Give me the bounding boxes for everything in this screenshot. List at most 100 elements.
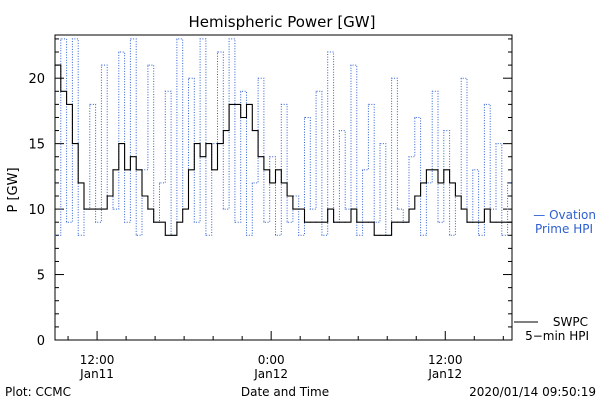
ovation-prime-point [118, 51, 120, 53]
swpc-point [379, 234, 381, 236]
y-tick-label: 10 [28, 203, 45, 218]
ovation-prime-point [100, 64, 103, 66]
swpc-point [83, 208, 85, 210]
swpc-point [54, 64, 56, 66]
ovation-prime-point [379, 143, 381, 145]
ovation-prime-point [286, 221, 288, 223]
y-axis-label: P [GW] [6, 167, 21, 212]
swpc-point [170, 234, 172, 236]
ovation-prime-point [205, 234, 207, 236]
x-axis-ticks: 12:00Jan110:00Jan1212:00Jan120:00Jan1312… [67, 331, 504, 381]
ovation-prime-point [350, 64, 352, 66]
ovation-prime-point [251, 182, 253, 184]
swpc-point [60, 90, 62, 92]
swpc-point [176, 221, 178, 223]
ovation-prime-point [298, 234, 300, 236]
y-tick-label: 5 [37, 269, 45, 284]
ovation-prime-point [321, 234, 323, 236]
swpc-point [478, 221, 480, 223]
ovation-prime-point [483, 103, 486, 105]
swpc-point [193, 143, 195, 145]
ovation-prime-point [361, 169, 364, 171]
ovation-prime-point [112, 208, 114, 210]
swpc-point [408, 208, 410, 210]
swpc-point [263, 169, 265, 171]
swpc-point [66, 103, 68, 105]
ovation-prime-point [77, 234, 79, 236]
swpc-point [77, 182, 79, 184]
swpc-point [361, 221, 364, 223]
ovation-prime-point [124, 221, 126, 223]
swpc-point [402, 221, 404, 223]
swpc-point [414, 195, 416, 197]
swpc-point [460, 208, 462, 210]
ovation-prime-point [390, 77, 393, 79]
swpc-point [205, 143, 207, 145]
ovation-prime-point [274, 234, 277, 236]
swpc-point [234, 103, 236, 105]
swpc-point [216, 143, 219, 145]
swpc-point [483, 208, 486, 210]
x-tick-date-label: Jan12 [253, 367, 288, 381]
swpc-point [356, 221, 358, 223]
swpc-point [495, 221, 497, 223]
plot-frame [54, 34, 513, 341]
ovation-prime-point [176, 38, 178, 40]
legend-ovation-line1: — Ovation [533, 208, 596, 222]
ovation-prime-point [420, 234, 422, 236]
legend-ovation-line2: Prime HPI [535, 222, 593, 236]
swpc-point [443, 169, 445, 171]
swpc-point [507, 221, 509, 223]
swpc-point [135, 169, 137, 171]
x-tick-date-label: Jan11 [79, 367, 114, 381]
ovation-prime-point [449, 234, 451, 236]
swpc-point [286, 195, 288, 197]
ovation-prime-point [95, 221, 97, 223]
ovation-prime-point [315, 90, 317, 92]
y-tick-label: 15 [28, 138, 45, 153]
swpc-point [257, 156, 259, 158]
swpc-point [501, 221, 503, 223]
ovation-prime-point [327, 51, 329, 53]
swpc-point [321, 221, 323, 223]
ovation-prime-point [240, 90, 242, 92]
timestamp: 2020/01/14 09:50:19 [469, 385, 596, 399]
swpc-point [367, 221, 369, 223]
swpc-point [489, 221, 491, 223]
ovation-prime-point [495, 143, 497, 145]
swpc-point [222, 129, 224, 132]
swpc-point [396, 221, 398, 223]
swpc-point [466, 221, 468, 223]
swpc-point [298, 208, 300, 210]
swpc-point [164, 234, 166, 236]
swpc-point [147, 208, 149, 210]
swpc-point [437, 182, 439, 184]
ovation-prime-point [414, 116, 416, 119]
swpc-point [240, 116, 242, 119]
legend-swpc-line1: SWPC [553, 315, 588, 329]
ovation-prime-point [193, 221, 195, 223]
ovation-prime-point [344, 208, 346, 210]
ovation-prime-point [129, 38, 132, 40]
ovation-prime-point [245, 234, 248, 236]
swpc-point [182, 208, 184, 210]
swpc-point [71, 143, 74, 145]
ovation-prime-point [222, 208, 224, 210]
swpc-point [245, 103, 248, 105]
y-tick-label: 20 [28, 72, 45, 87]
plot-credit: Plot: CCMC [5, 385, 71, 399]
ovation-prime-point [234, 221, 236, 223]
ovation-prime-point [437, 221, 439, 223]
swpc-point [454, 195, 457, 197]
ovation-prime-point [443, 129, 445, 132]
swpc-point [199, 156, 201, 158]
ovation-prime-point [60, 38, 62, 40]
swpc-point [292, 208, 294, 210]
swpc-point [118, 143, 120, 145]
series-layer [54, 38, 512, 236]
ovation-prime-point [147, 64, 149, 66]
swpc-point [269, 182, 271, 184]
chart-title: Hemispheric Power [GW] [189, 13, 376, 31]
ovation-prime-point [501, 234, 503, 236]
